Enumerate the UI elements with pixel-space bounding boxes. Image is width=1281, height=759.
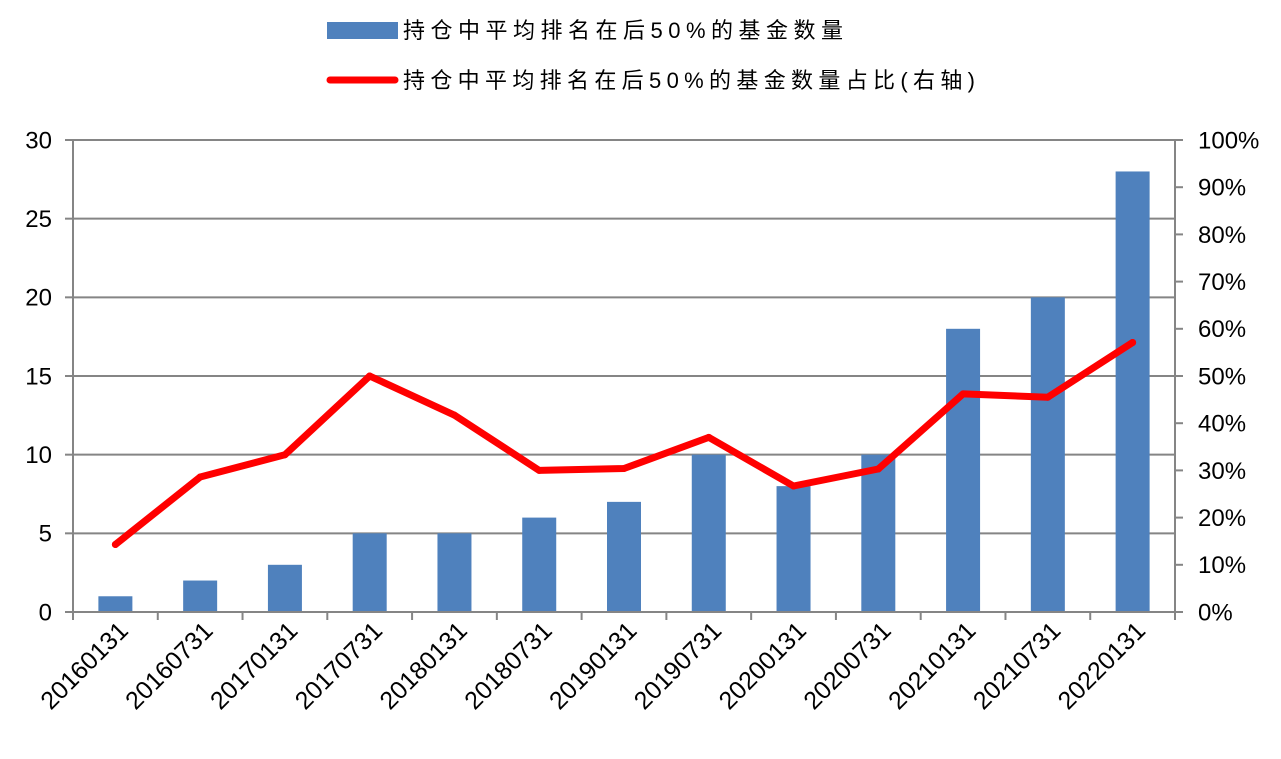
left-axis-tick-label: 30 — [25, 127, 52, 154]
right-axis-tick-label: 70% — [1198, 269, 1246, 296]
bar — [861, 454, 896, 612]
line-point — [111, 541, 119, 549]
left-axis-tick-label: 15 — [25, 363, 52, 390]
left-axis-tick-label: 5 — [39, 521, 52, 548]
bar — [437, 533, 472, 612]
bar — [1115, 171, 1150, 612]
line-point — [535, 466, 543, 474]
right-axis-tick-label: 80% — [1198, 222, 1246, 249]
right-axis-tick-label: 10% — [1198, 552, 1246, 579]
bar — [946, 328, 981, 612]
line-point — [366, 372, 374, 380]
line-point — [705, 433, 713, 441]
left-axis-labels: 0 5 10 15 20 25 30 — [25, 127, 52, 626]
right-axis-tick-label: 90% — [1198, 175, 1246, 202]
left-axis-tick-label: 0 — [39, 599, 52, 626]
legend: 持仓中平均排名在后50%的基金数量 持仓中平均排名在后50%的基金数量占比(右轴… — [326, 18, 975, 93]
line-series — [111, 338, 1137, 549]
right-axis-tick-label: 100% — [1198, 127, 1259, 154]
line-point — [281, 451, 289, 459]
bar — [352, 533, 387, 612]
right-axis-tick-label: 0% — [1198, 599, 1233, 626]
left-axis-tick-label: 10 — [25, 442, 52, 469]
line-point — [1129, 338, 1137, 346]
bar — [1030, 297, 1065, 612]
bar — [522, 517, 557, 612]
bar — [691, 454, 726, 612]
right-axis-tick-label: 20% — [1198, 505, 1246, 532]
line-point — [959, 390, 967, 398]
line-point — [196, 473, 204, 481]
legend-line-label: 持仓中平均排名在后50%的基金数量占比(右轴) — [403, 68, 975, 93]
line-point — [790, 482, 798, 490]
legend-bar-swatch — [327, 22, 398, 39]
right-axis-tick-label: 30% — [1198, 458, 1246, 485]
right-axis-labels: 0% 10% 20% 30% 40% 50% 60% 70% 80% 90% 100% — [1198, 127, 1259, 626]
left-axis-tick-label: 25 — [25, 206, 52, 233]
bar — [98, 596, 133, 612]
right-axis-tick-label: 40% — [1198, 411, 1246, 438]
bar-series — [98, 171, 1150, 612]
gridlines — [73, 139, 1175, 535]
left-axis-tick-label: 20 — [25, 285, 52, 312]
line-point — [450, 411, 458, 419]
legend-bar-label: 持仓中平均排名在后50%的基金数量 — [403, 18, 843, 43]
right-axis-tick-label: 50% — [1198, 363, 1246, 390]
bar — [183, 580, 218, 612]
bar — [776, 486, 811, 612]
axes — [65, 139, 1183, 620]
bar — [267, 564, 302, 612]
bar — [607, 501, 641, 612]
right-axis-tick-label: 60% — [1198, 316, 1246, 343]
line-point — [874, 465, 882, 473]
line-point — [620, 465, 628, 473]
line-point — [1044, 393, 1052, 401]
